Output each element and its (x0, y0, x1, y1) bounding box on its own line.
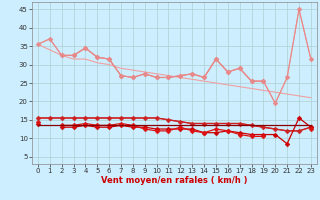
X-axis label: Vent moyen/en rafales ( km/h ): Vent moyen/en rafales ( km/h ) (101, 176, 248, 185)
